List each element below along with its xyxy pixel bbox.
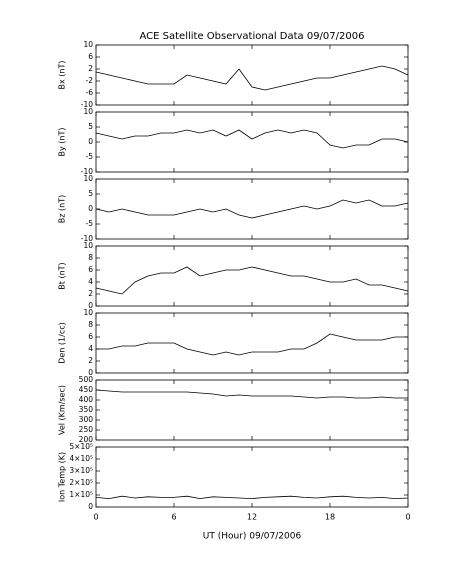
x-axis-label: UT (Hour) 09/07/2006 <box>203 532 302 542</box>
y-tick-label: -6 <box>86 88 94 97</box>
y-axis-label: Bx (nT) <box>58 61 67 90</box>
y-tick-label: 2 <box>88 289 93 298</box>
y-axis-label: Bt (nT) <box>58 262 67 289</box>
y-tick-label: 10 <box>83 174 93 183</box>
x-tick-label: 6 <box>171 513 176 522</box>
y-tick-label: -5 <box>86 219 94 228</box>
y-axis-label: Den (1/cc) <box>58 322 67 364</box>
data-line <box>95 495 409 500</box>
y-tick-label: 200 <box>79 435 94 444</box>
y-tick-label: 0 <box>88 204 93 213</box>
y-tick-label: 0 <box>88 502 93 511</box>
chart-title: ACE Satellite Observational Data 09/07/2… <box>140 31 365 42</box>
y-tick-label: 4 <box>88 344 93 353</box>
y-tick-label: 10 <box>83 107 93 116</box>
y-tick-label: 8 <box>88 253 93 262</box>
y-axis-label: By (nT) <box>58 128 67 157</box>
y-tick-label: 300 <box>79 415 94 424</box>
y-tick-label: 8 <box>88 320 93 329</box>
y-tick-label: 0 <box>88 368 93 377</box>
data-line <box>95 199 409 219</box>
y-tick-label: 0 <box>88 137 93 146</box>
y-tick-label: -2 <box>86 76 94 85</box>
x-tick-label: 0 <box>405 513 410 522</box>
y-tick-label: 3×10⁵ <box>69 466 93 475</box>
y-axis-label: Vel (Km/sec) <box>58 385 67 435</box>
data-line <box>95 65 409 91</box>
y-tick-label: -10 <box>81 234 93 243</box>
y-tick-label: -10 <box>81 167 93 176</box>
panel-frame <box>95 178 409 240</box>
y-tick-label: 2×10⁵ <box>69 478 93 487</box>
y-tick-label: 6 <box>88 265 93 274</box>
y-tick-label: 6 <box>88 52 93 61</box>
panel-frame <box>95 312 409 374</box>
y-tick-label: 2 <box>88 64 93 73</box>
data-line <box>95 389 408 399</box>
y-tick-label: 5 <box>88 189 93 198</box>
y-tick-label: 250 <box>79 425 94 434</box>
panel-frame <box>95 44 409 106</box>
y-tick-label: 450 <box>79 385 94 394</box>
y-tick-label: 10 <box>83 241 93 250</box>
x-tick-label: 0 <box>93 513 98 522</box>
y-tick-label: 6 <box>88 332 93 341</box>
y-tick-label: 500 <box>79 375 94 384</box>
x-tick-label: 18 <box>325 513 335 522</box>
y-tick-label: 5×10⁵ <box>69 442 93 451</box>
y-tick-label: 4 <box>88 277 93 286</box>
y-tick-label: 10 <box>83 40 93 49</box>
y-tick-label: 400 <box>79 395 94 404</box>
y-tick-label: -5 <box>86 152 94 161</box>
panel-frame <box>95 111 409 173</box>
y-tick-label: 1×10⁵ <box>69 490 93 499</box>
y-tick-label: 350 <box>79 405 94 414</box>
y-tick-label: 2 <box>88 356 93 365</box>
y-tick-label: 0 <box>88 301 93 310</box>
y-axis-label: Bz (nT) <box>58 195 67 223</box>
panel-frame <box>95 245 409 307</box>
y-tick-label: 5 <box>88 122 93 131</box>
y-axis-label: Ion Temp (K) <box>58 452 67 502</box>
data-line <box>95 266 409 295</box>
y-tick-label: -10 <box>81 100 93 109</box>
data-line <box>96 333 408 356</box>
y-tick-label: 10 <box>83 308 93 317</box>
data-line <box>95 129 409 149</box>
x-tick-label: 12 <box>247 513 257 522</box>
panel-frame <box>95 379 409 441</box>
y-tick-label: 4×10⁵ <box>69 454 93 463</box>
